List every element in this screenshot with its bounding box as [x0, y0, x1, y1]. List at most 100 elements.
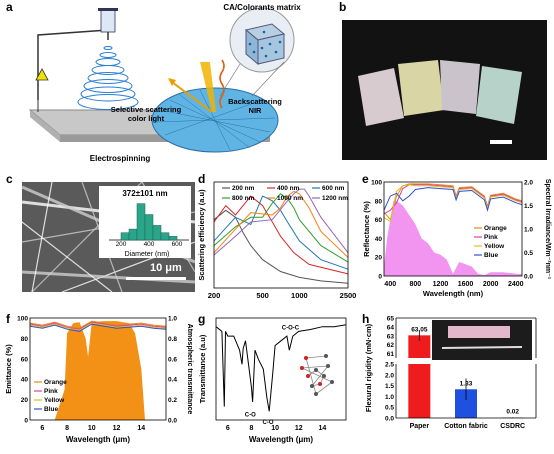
fiber-jet-spiral — [77, 46, 139, 110]
y-tick-upper: 63 — [387, 333, 395, 340]
hist-bar — [136, 203, 146, 241]
y-tick-upper: 65 — [387, 316, 395, 323]
legend-entry: Yellow — [484, 243, 505, 250]
y-axis-label: Emittance (%) — [4, 344, 13, 394]
peak-annotation: C-O — [263, 420, 274, 426]
panel-label-a: a — [6, 0, 13, 14]
series-line-Yellow — [383, 184, 523, 223]
series-line-Pink — [29, 321, 167, 330]
series-line-Blue — [29, 323, 167, 332]
plot-frame — [215, 317, 347, 421]
electrospinning-label: Electrospinning — [90, 154, 151, 163]
x-tick: 2000 — [483, 281, 499, 288]
legend-entry: Blue — [484, 252, 498, 259]
y2-tick: 0.8 — [168, 336, 177, 343]
chart-f: 6 8 10 12 14 0 20 40 60 80 100 0.0 0.2 0.4 0.6 0.8 1.0 Wa… — [4, 316, 193, 445]
legend-entry: 800 nm — [232, 195, 255, 202]
fabric-swatch-orange — [358, 68, 404, 126]
fabric-swatch-yellow — [398, 60, 444, 116]
x-axis-label: Wavelength (nm) — [423, 289, 484, 298]
legend-entry: 1000 nm — [277, 195, 303, 202]
bar-value-label: 63.05 — [411, 326, 428, 333]
panel-label-h: h — [362, 312, 370, 326]
x-tick: 800 — [410, 281, 422, 288]
y-tick: 20 — [21, 397, 29, 404]
y-tick: 40 — [21, 377, 29, 384]
scatter-label-2: color light — [128, 114, 165, 123]
x-tick: 1200 — [433, 281, 449, 288]
bar-cotton-fabric — [455, 389, 477, 418]
axis-break — [390, 358, 540, 364]
series-line-Yellow — [29, 322, 167, 331]
y-tick: 0 — [24, 418, 28, 425]
y-tick-upper: 62 — [387, 342, 395, 349]
y-tick-upper: 61 — [387, 351, 395, 358]
y-tick-lower: 1.0 — [385, 394, 394, 401]
electrospinning-schematic: CA/Colorants matrix Selective scattering… — [28, 3, 301, 163]
hist-bar — [144, 214, 154, 241]
x-tick: 10 — [271, 425, 279, 432]
y-tick: 60 — [375, 217, 383, 224]
molecule-atom — [324, 354, 328, 358]
molecule-atom — [314, 368, 318, 372]
legend-entry: Yellow — [44, 397, 65, 404]
y2-axis-label: Spectral Irradiance/Wm⁻²nm⁻¹ — [544, 179, 551, 280]
hist-tick-600: 600 — [172, 241, 183, 248]
category-label: Cotton fabric — [444, 423, 488, 430]
x-axis-label: Wavelength (μm) — [66, 435, 130, 444]
peak-annotation: C-O — [245, 412, 256, 418]
y2-tick: 0.2 — [168, 397, 177, 404]
bar-value-label: 1.33 — [460, 380, 473, 387]
panel-label-f: f — [6, 312, 10, 326]
y2-tick: 1.0 — [168, 316, 177, 323]
y-tick-lower: 0.5 — [385, 405, 394, 412]
category-label: CSDRC — [500, 423, 525, 430]
y2-tick: 0.0 — [168, 418, 177, 425]
bar-paper — [408, 335, 431, 418]
plot-frame — [29, 317, 167, 421]
legend-entry: 600 nm — [322, 185, 345, 192]
legend-entry: Blue — [44, 406, 58, 413]
peak-annotation: C-O-C — [282, 325, 300, 331]
y2-tick: 2.0 — [524, 180, 533, 187]
x-tick: 12 — [113, 425, 121, 432]
panel-label-e: e — [362, 172, 369, 186]
molecule-atom — [330, 380, 334, 384]
legend-entry: 1200 nm — [322, 195, 348, 202]
backscatter-label-1: Backscattering — [228, 97, 282, 106]
molecule-atom — [318, 382, 322, 386]
x-axis-label: Wavelength (μm) — [249, 435, 313, 444]
hist-bar — [128, 228, 138, 241]
scale-bar — [490, 140, 512, 144]
scatter-label-1: Selective scattering — [111, 105, 182, 114]
series-line-1000nm — [213, 190, 349, 258]
series-line-Blue — [383, 187, 523, 213]
irradiance-area — [384, 200, 522, 276]
y2-tick: 1.0 — [524, 227, 533, 234]
x-tick: 8 — [250, 425, 254, 432]
panel-label-g: g — [198, 312, 206, 326]
histogram-inset: 372±101 nm Diameter (nm) 200 400 600 — [99, 186, 191, 258]
x-tick: 6 — [40, 425, 44, 432]
legend-entry: Pink — [484, 234, 498, 241]
y-tick-lower: 2.0 — [385, 372, 394, 379]
sem-fiber — [31, 182, 53, 292]
category-label: Paper — [410, 423, 430, 430]
y-tick-lower: 1.5 — [385, 383, 394, 390]
histogram-title: 372±101 nm — [122, 189, 167, 198]
molecule-atom — [322, 374, 326, 378]
molecule-atom — [304, 356, 308, 360]
y-tick-lower: 2.5 — [385, 362, 394, 369]
bar-value-label: 0.02 — [506, 409, 519, 416]
transmittance-line — [215, 324, 347, 412]
y2-tick: 0.5 — [524, 250, 533, 257]
x-tick: 200 — [208, 291, 221, 300]
molecule-atom — [310, 384, 314, 388]
matrix-label: CA/Colorants matrix — [223, 3, 301, 12]
series-line-1200nm — [213, 188, 349, 256]
series-line-200nm — [213, 209, 349, 284]
y-tick: 100 — [17, 316, 28, 323]
chart-g: 6 8 10 12 14 Wavelength (μm) Transmittance (a.… — [198, 317, 347, 444]
molecule-atom — [306, 374, 310, 378]
series-line-800nm — [213, 193, 349, 263]
